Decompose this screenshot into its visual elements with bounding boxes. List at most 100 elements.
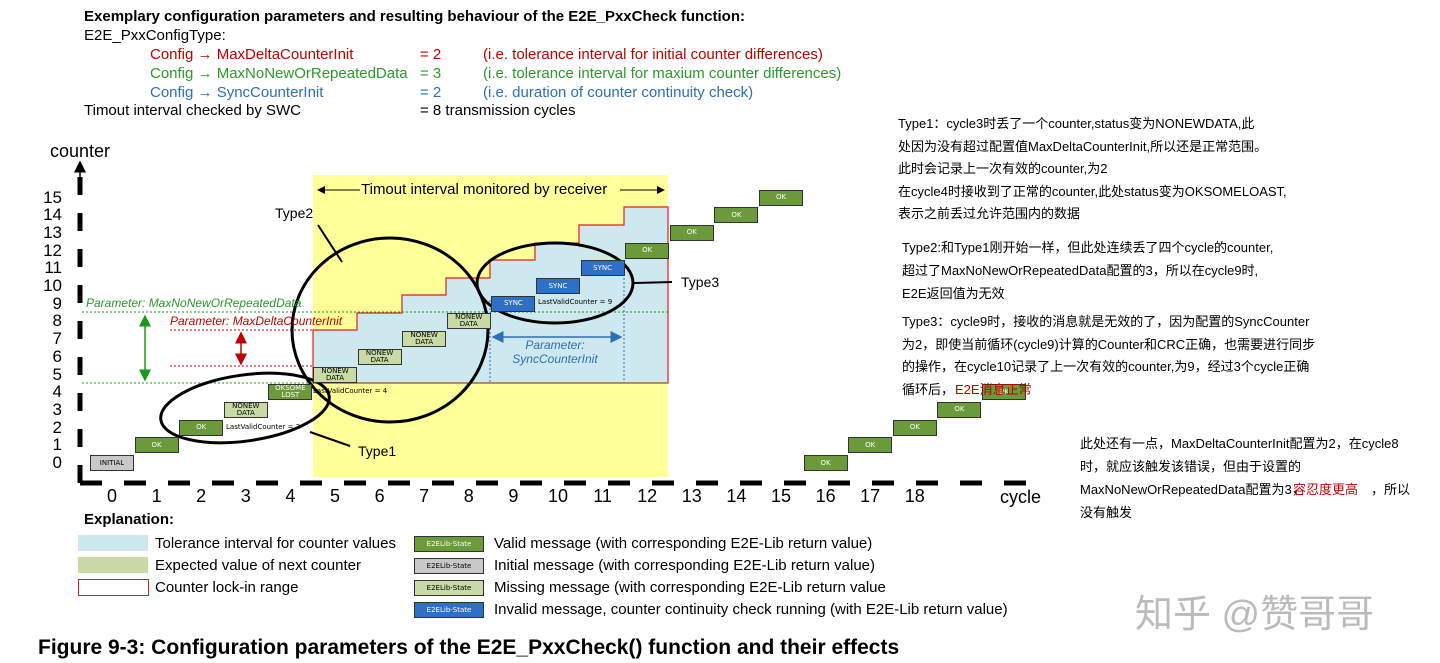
message-box: OK	[669, 224, 714, 241]
note-line: 在cycle4时接收到了正常的counter,此处status变为OKSOMEL…	[898, 183, 1287, 199]
type1-circle	[159, 371, 331, 445]
leader	[317, 224, 343, 263]
x-tick-label: 17	[860, 486, 881, 506]
message-box: OK	[714, 207, 759, 224]
x-tick-label: 13	[681, 486, 702, 506]
param-value: = 3	[420, 65, 442, 82]
param-name: Config → MaxDeltaCounterInit	[150, 46, 354, 63]
x-axis-label: cycle	[1000, 487, 1042, 507]
message-box: OK	[848, 437, 893, 454]
legend-box: E2ELib-State	[414, 580, 484, 596]
y-tick-label: 15	[43, 187, 62, 207]
note-line: E2E返回值为无效	[902, 286, 1005, 301]
message-box: SYNC	[536, 278, 580, 294]
legend-box: E2ELib-State	[414, 558, 484, 574]
y-tick-label: 2	[52, 417, 62, 437]
caption: Figure 9-3: Configuration parameters of …	[38, 636, 900, 659]
type2-circle	[290, 236, 490, 424]
message-box: INITIAL	[90, 455, 134, 471]
message-box: OK	[134, 437, 179, 454]
x-tick-label: 11	[593, 486, 612, 506]
x-tick-label: 4	[285, 486, 296, 506]
y-tick-label: 6	[52, 346, 62, 366]
timeout-name: Timout interval checked by SWC	[84, 102, 302, 119]
legend-text: Invalid message, counter continuity chec…	[494, 601, 1008, 618]
x-tick-label: 1	[151, 486, 162, 506]
message-box: OK	[937, 401, 982, 418]
y-tick-label: 13	[43, 222, 62, 242]
note-line: 此时会记录上一次有效的counter,为2	[898, 161, 1108, 176]
legend-text: Tolerance interval for counter values	[155, 535, 396, 552]
y-tick-label: 4	[52, 382, 62, 402]
last-valid-label: LastValidCounter = 4	[313, 387, 388, 395]
x-tick-label: 16	[815, 486, 836, 506]
message-box: NONEW DATA	[402, 331, 447, 348]
leader	[633, 281, 673, 284]
legend-text: Initial message (with corresponding E2E-…	[494, 557, 876, 574]
y-tick-label: 5	[52, 364, 62, 384]
x-tick-label: 18	[904, 486, 925, 506]
note-line: 处因为没有超过配置值MaxDeltaCounterInit,所以还是正常范围。	[898, 138, 1268, 154]
param-value: = 2	[420, 84, 442, 101]
x-tick-label: 3	[240, 486, 251, 506]
type-name: E2E_PxxConfigType:	[84, 27, 226, 44]
legend-sample	[78, 579, 149, 596]
x-tick-label: 0	[106, 486, 117, 506]
message-box: OK	[625, 242, 670, 259]
message-box: NONEW DATA	[357, 348, 402, 365]
param-note: (i.e. tolerance interval for initial cou…	[483, 46, 823, 63]
legend-box: E2ELib-State	[414, 536, 484, 552]
note-red: 容忍度更高	[1293, 482, 1359, 497]
y-tick-label: 14	[43, 205, 62, 225]
legend-sample	[78, 535, 148, 551]
legend-sample	[78, 557, 148, 573]
note-line: Type3：cycle9时，接收的消息就是无效的了，因为配置的SyncCount…	[902, 314, 1310, 329]
note-line: 没有触发	[1080, 505, 1133, 520]
message-box: NONEW DATA	[446, 313, 491, 330]
y-tick-label: 10	[43, 276, 62, 295]
type-label: Type2	[275, 205, 314, 221]
y-axis-label: counter	[50, 141, 111, 161]
legend-text: Valid message (with corresponding E2E-Li…	[494, 535, 873, 552]
type-label: Type3	[681, 274, 720, 290]
param-note: (i.e. tolerance interval for maxium coun…	[483, 65, 842, 82]
y-tick-label: 11	[44, 258, 62, 278]
note-line: 表示之前丢过允许范围内的数据	[898, 206, 1081, 221]
timeout-value: = 8 transmission cycles	[420, 102, 576, 119]
param-label: Parameter: SyncCounterInit	[512, 338, 598, 366]
last-valid-label: LastValidCounter = 9	[538, 298, 613, 306]
note-line: Type2:和Type1刚开始一样，但此处连续丢了四个cycle的counter…	[902, 240, 1274, 255]
message-box: SYNC	[491, 295, 536, 312]
legend-box: E2ELib-State	[414, 602, 484, 618]
x-tick-label: 15	[770, 486, 792, 506]
y-tick-label: 1	[52, 435, 62, 455]
type3-circle	[475, 241, 635, 325]
watermark: 知乎 @赞哥哥	[1135, 594, 1375, 636]
note-line: 的操作，在cycle10记录了上一次有效的counter,为9，经过3个cycl…	[902, 359, 1310, 374]
legend-text: Expected value of next counter	[155, 557, 361, 574]
message-box: OK	[803, 455, 848, 471]
message-box: OKSOME LOST	[268, 384, 313, 401]
note-line: ，所以	[1371, 482, 1411, 497]
message-box: NONEW DATA	[313, 366, 357, 383]
param-label: Parameter: MaxNoNewOrRepeatedData	[86, 296, 302, 310]
last-valid-label: LastValidCounter = 2	[226, 423, 301, 431]
leader	[309, 431, 351, 447]
note-red: E2E消息正常	[955, 381, 1032, 397]
param-value: = 2	[420, 46, 442, 63]
title: Exemplary configuration parameters and r…	[84, 8, 745, 25]
note-line: 此处还有一点，MaxDeltaCounterInit配置为2，在cycle8	[1080, 436, 1399, 451]
param-name: Config → MaxNoNewOrRepeatedData	[150, 65, 408, 82]
x-tick-label: 8	[463, 486, 474, 506]
y-tick-label: 9	[52, 293, 62, 313]
legend-text: Missing message (with corresponding E2E-…	[494, 579, 886, 596]
x-tick-label: 7	[419, 486, 430, 506]
x-tick-label: 5	[329, 486, 340, 506]
y-tick-label: 0	[52, 453, 62, 472]
message-box: NONEW DATA	[223, 401, 268, 418]
legend-text: Counter lock-in range	[155, 579, 299, 596]
param-label: Parameter: MaxDeltaCounterInit	[170, 314, 343, 328]
note-line: 超过了MaxNoNewOrRepeatedData配置的3，所以在cycle9时…	[902, 263, 1259, 278]
